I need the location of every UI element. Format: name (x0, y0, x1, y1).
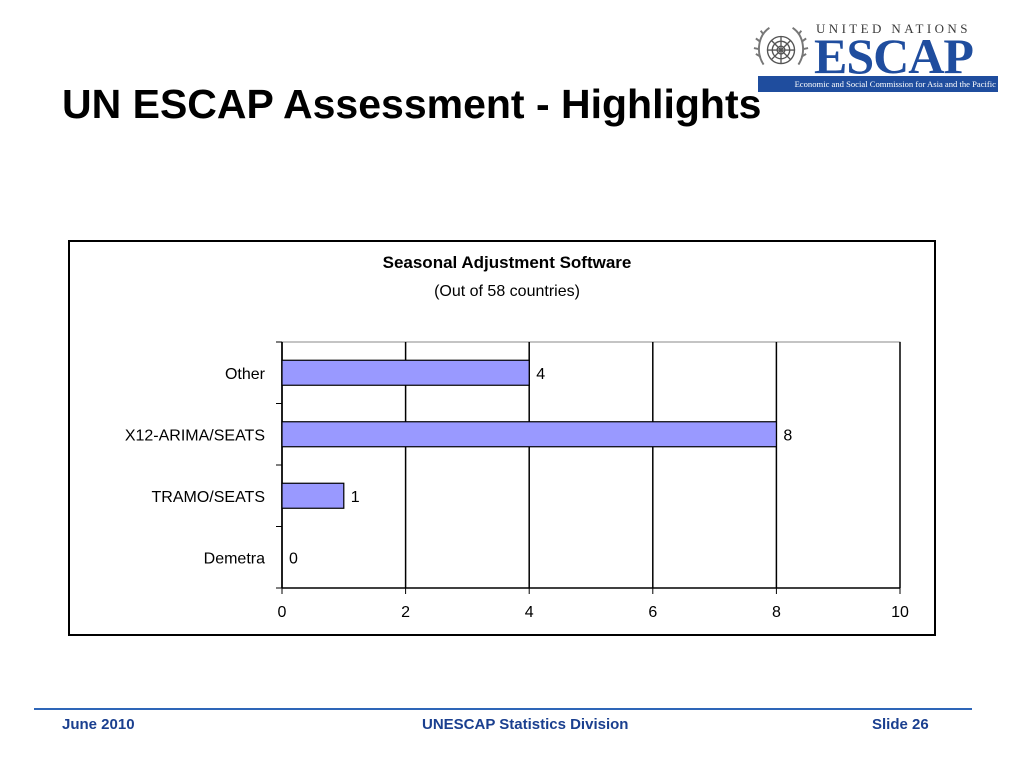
footer-slide-number: Slide 26 (872, 716, 929, 733)
x-tick-label: 0 (278, 604, 287, 621)
bar (281, 421, 777, 448)
logo-org-top: UNITED NATIONS (816, 21, 971, 36)
chart-frame: Seasonal Adjustment Software (Out of 58 c… (68, 240, 936, 636)
footer-divider (34, 708, 972, 710)
x-tick-label: 10 (891, 604, 909, 621)
chart-title: Seasonal Adjustment Software (383, 253, 632, 272)
chart-subtitle: (Out of 58 countries) (434, 283, 580, 300)
y-category-label: TRAMO/SEATS (152, 489, 266, 506)
slide-title: UN ESCAP Assessment - Highlights (62, 81, 762, 127)
bar-data-label: 0 (289, 550, 298, 567)
un-emblem-icon (753, 26, 809, 66)
x-tick-label: 2 (401, 604, 410, 621)
footer-division: UNESCAP Statistics Division (422, 716, 629, 733)
bar (281, 359, 530, 386)
logo-org-subtitle: Economic and Social Commission for Asia … (758, 76, 998, 92)
y-category-label: Demetra (204, 550, 265, 567)
bar-data-label: 1 (351, 489, 360, 506)
bar-data-label: 4 (536, 366, 545, 383)
bar (281, 482, 345, 509)
x-tick-label: 8 (772, 604, 781, 621)
x-tick-label: 4 (525, 604, 534, 621)
footer-date: June 2010 (62, 716, 135, 733)
bar-data-label: 8 (783, 427, 792, 444)
escap-logo: UNITED NATIONS ESCAP Economic and Social… (750, 18, 1000, 94)
y-category-label: Other (225, 366, 266, 383)
x-tick-label: 6 (648, 604, 657, 621)
y-category-label: X12-ARIMA/SEATS (125, 427, 265, 444)
logo-org-name: ESCAP (814, 28, 974, 84)
seasonal-adjustment-bar-chart: Seasonal Adjustment Software (Out of 58 c… (125, 253, 909, 621)
